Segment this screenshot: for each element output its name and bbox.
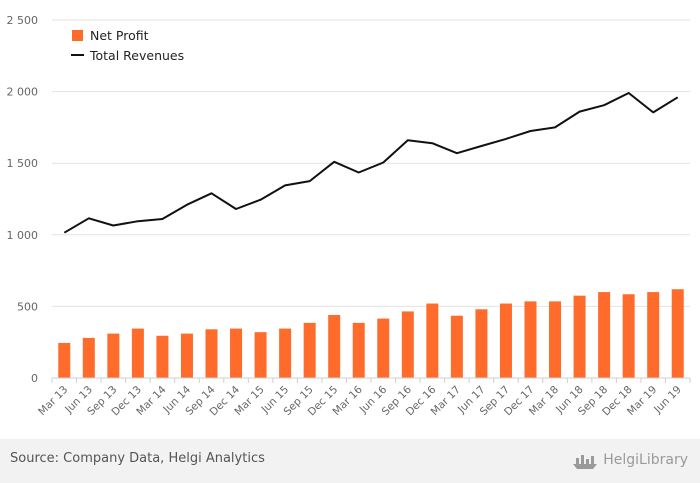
legend-swatch-net-profit (72, 30, 83, 41)
net-profit-bar (524, 301, 537, 378)
net-profit-bar (156, 335, 169, 378)
footer: Source: Company Data, Helgi Analytics He… (0, 439, 700, 483)
legend: Net Profit Total Revenues (71, 28, 184, 63)
legend-label-total-revenues: Total Revenues (89, 48, 184, 63)
net-profit-bar (352, 322, 365, 378)
net-profit-bar (279, 328, 292, 378)
net-profit-bar (303, 322, 316, 378)
ship-icon (573, 455, 598, 469)
net-profit-bar (58, 342, 71, 378)
y-tick-label: 500 (17, 300, 38, 313)
net-profit-bar (401, 311, 414, 378)
brand-logo: HelgiLibrary (571, 449, 688, 471)
y-axis: 0 500 1 000 1 500 2 000 2 500 (7, 14, 39, 385)
brand-name: HelgiLibrary (603, 452, 688, 468)
net-profit-bar (205, 329, 218, 378)
net-profit-bar (180, 333, 193, 378)
net-profit-bar (549, 301, 562, 378)
y-tick-label: 2 500 (7, 14, 39, 27)
net-profit-bar (82, 337, 95, 378)
legend-label-net-profit: Net Profit (90, 28, 149, 43)
net-profit-bar (107, 333, 120, 378)
y-tick-label: 2 000 (7, 86, 39, 99)
y-tick-label: 1 000 (7, 229, 39, 242)
net-profit-bar (598, 292, 611, 378)
net-profit-bar (377, 318, 390, 378)
net-profit-bar (573, 295, 586, 378)
net-profit-bar (328, 314, 341, 378)
net-profit-bar (450, 315, 463, 378)
x-tick-label: Mar 13 (36, 384, 70, 418)
net-profit-bar (131, 328, 144, 378)
total-revenues-series-line (63, 92, 679, 234)
y-tick-label: 1 500 (7, 157, 39, 170)
net-profit-bar (230, 328, 243, 378)
grid (52, 19, 690, 379)
net-profit-bar (622, 294, 635, 378)
net-profit-bars (58, 289, 684, 378)
net-profit-bar (254, 332, 267, 378)
y-tick-label: 0 (31, 372, 38, 385)
x-tick-label: Jun 19 (651, 384, 684, 417)
net-profit-bar (475, 309, 488, 378)
source-note: Source: Company Data, Helgi Analytics (10, 451, 265, 466)
net-profit-bar (671, 289, 684, 378)
total-revenues-line (63, 92, 679, 234)
net-profit-bar (499, 303, 512, 378)
net-profit-bar (426, 303, 439, 378)
net-profit-bar (647, 292, 660, 378)
